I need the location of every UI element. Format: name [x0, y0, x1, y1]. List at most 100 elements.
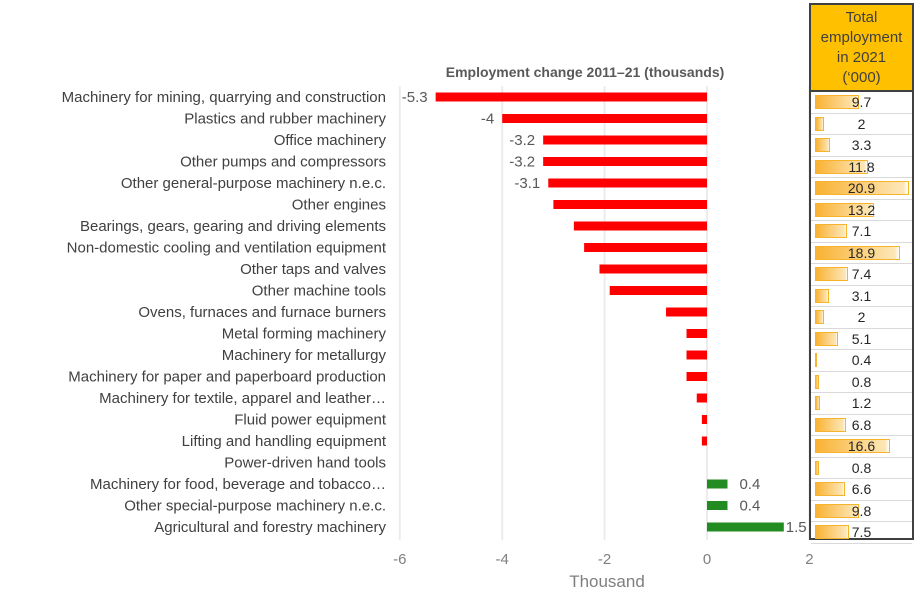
data-label: 0.4 — [739, 498, 760, 515]
data-bar — [815, 374, 819, 389]
data-bar — [815, 224, 847, 238]
total-employment-header: Total employment in 2021 (‘000) — [811, 5, 912, 92]
category-label: Plastics and rubber machinery — [184, 111, 386, 128]
category-label: Bearings, gears, gearing and driving ele… — [80, 218, 386, 235]
data-bar — [815, 439, 890, 453]
total-employment-value: 6.8 — [851, 416, 872, 433]
bar — [686, 329, 707, 338]
total-employment-row: 7.1 — [811, 221, 912, 243]
total-employment-value: 1.2 — [851, 395, 872, 411]
data-bar — [815, 460, 819, 475]
bar — [696, 393, 707, 403]
bar — [707, 501, 728, 510]
data-bar — [815, 181, 909, 195]
data-bar — [815, 267, 849, 281]
total-employment-row: 0.8 — [811, 372, 912, 393]
category-label: Fluid power equipment — [234, 412, 387, 429]
total-employment-value: 2 — [857, 309, 866, 325]
total-employment-row: 5.1 — [811, 329, 912, 350]
bar — [435, 92, 707, 102]
category-label: Ovens, furnaces and furnace burners — [138, 304, 386, 321]
x-tick-label: -4 — [496, 551, 509, 568]
data-bar — [815, 525, 849, 539]
total-employment-value: 2 — [857, 115, 866, 132]
total-employment-value: 3.3 — [851, 137, 872, 153]
data-bar — [815, 503, 860, 518]
total-employment-value: 13.2 — [847, 201, 876, 218]
category-label: Power-driven hand tools — [224, 455, 386, 472]
total-employment-row: 6.8 — [811, 415, 912, 436]
data-bar — [815, 482, 845, 496]
header-line: employment — [820, 29, 903, 46]
x-tick-label: 0 — [703, 551, 711, 568]
x-tick-label: -2 — [598, 551, 611, 568]
total-employment-value: 18.9 — [847, 244, 876, 261]
bar — [543, 157, 707, 166]
category-label: Non-domestic cooling and ventilation equ… — [67, 240, 387, 257]
total-employment-row: 11.8 — [811, 157, 912, 178]
data-bar — [815, 202, 875, 217]
bar — [686, 372, 707, 381]
total-employment-value: 0.8 — [851, 459, 872, 476]
category-label: Machinery for mining, quarrying and cons… — [62, 89, 386, 106]
total-employment-row: 20.9 — [811, 178, 912, 200]
x-tick-label: -6 — [393, 551, 406, 568]
bar — [707, 479, 728, 489]
header-line: in 2021 — [836, 49, 887, 66]
total-employment-value: 20.9 — [847, 180, 876, 196]
category-label: Other pumps and compressors — [180, 154, 386, 171]
category-label: Other engines — [292, 197, 386, 214]
data-label: 1.5 — [786, 519, 807, 536]
chart-title: Employment change 2011–21 (thousands) — [446, 64, 725, 80]
bar — [666, 307, 707, 317]
total-employment-value: 5.1 — [851, 330, 872, 347]
data-label: -3.2 — [509, 154, 535, 171]
data-bar — [815, 396, 821, 410]
total-employment-row: 18.9 — [811, 243, 912, 264]
data-bar — [815, 288, 829, 303]
header-line: Total — [845, 9, 878, 26]
total-employment-value: 11.8 — [848, 158, 875, 175]
category-label: Machinery for textile, apparel and leath… — [99, 390, 386, 407]
total-employment-row: 16.6 — [811, 436, 912, 458]
category-label: Other general-purpose machinery n.e.c. — [121, 175, 386, 192]
data-bar — [815, 95, 859, 109]
total-employment-value: 7.5 — [851, 524, 872, 540]
data-bar — [815, 310, 824, 324]
x-tick-label: 2 — [805, 551, 813, 568]
bar — [609, 286, 707, 295]
category-label: Other special-purpose machinery n.e.c. — [124, 498, 386, 515]
data-label: -3.1 — [514, 175, 540, 192]
total-employment-value: 7.1 — [851, 223, 872, 239]
total-employment-table: Total employment in 2021 (‘000) 9.7 2 3.3 1… — [809, 3, 914, 544]
data-bar — [815, 331, 838, 346]
bar — [707, 522, 784, 532]
total-employment-row: 3.1 — [811, 286, 912, 307]
total-employment-value: 16.6 — [847, 438, 876, 454]
total-employment-row: 7.4 — [811, 264, 912, 286]
data-bar — [815, 353, 817, 367]
data-label: -3.2 — [509, 132, 535, 149]
category-label: Other machine tools — [252, 283, 386, 300]
data-bar — [815, 138, 830, 152]
total-employment-row: 0.4 — [811, 350, 912, 372]
data-bar — [815, 116, 824, 131]
data-bar — [815, 245, 900, 260]
category-label: Other taps and valves — [240, 261, 386, 278]
total-employment-value: 0.4 — [851, 352, 872, 368]
total-employment-value: 6.6 — [851, 481, 872, 497]
bar — [548, 178, 707, 188]
total-employment-row: 1.2 — [811, 393, 912, 415]
data-label: -5.3 — [402, 89, 428, 106]
total-employment-row: 9.7 — [811, 92, 912, 114]
total-employment-value: 9.7 — [851, 94, 872, 110]
bar — [584, 243, 707, 252]
total-employment-row: 0.8 — [811, 458, 912, 479]
bar — [543, 135, 707, 145]
total-employment-value: 0.8 — [851, 373, 872, 390]
bar — [686, 350, 707, 360]
category-label: Lifting and handling equipment — [182, 433, 387, 450]
category-label: Office machinery — [274, 132, 387, 149]
